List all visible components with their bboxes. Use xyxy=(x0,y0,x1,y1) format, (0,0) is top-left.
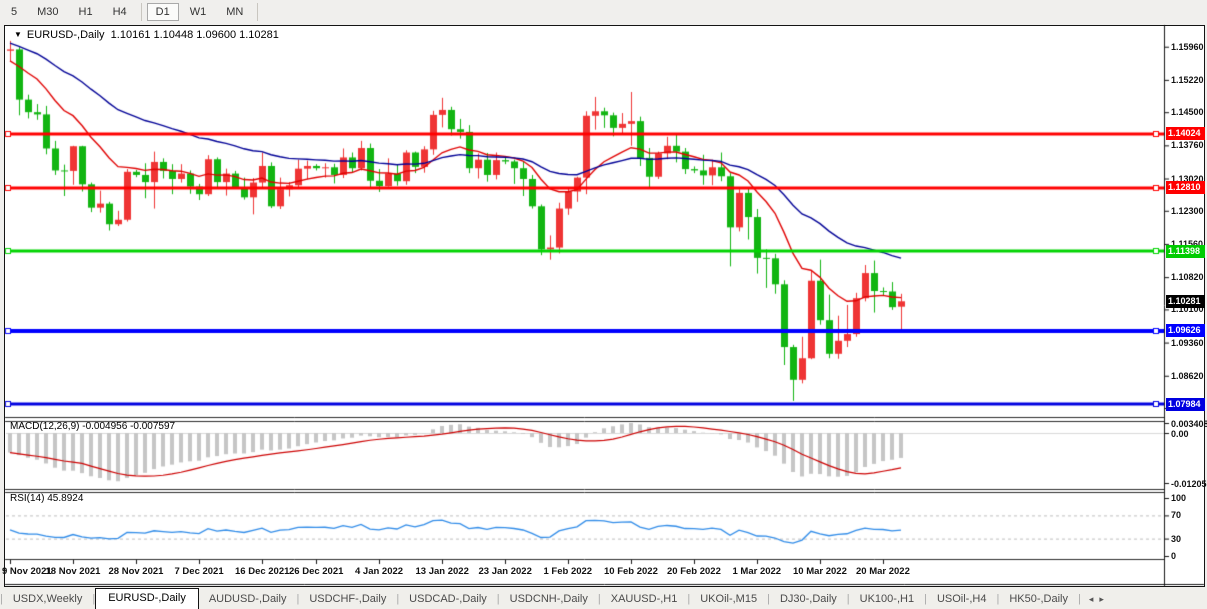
tab-separator: | xyxy=(92,593,96,605)
chart-tab-usdx-weekly[interactable]: USDX,Weekly xyxy=(12,593,83,605)
macd-axis-label: 0.003408 xyxy=(1171,419,1207,429)
price-axis-label: 1.10820 xyxy=(1171,272,1204,283)
rsi-indicator-label: RSI(14) 45.8924 xyxy=(10,493,84,504)
price-axis-label: 1.10100 xyxy=(1171,304,1204,315)
tab-separator: | xyxy=(396,593,400,605)
tab-scroll-arrows[interactable]: ◂▸ xyxy=(1083,590,1116,609)
price-axis-label: 1.12300 xyxy=(1171,205,1204,216)
tab-scroll-right-icon[interactable]: ▸ xyxy=(1099,594,1110,604)
tab-separator: | xyxy=(924,593,927,605)
date-axis-label: 1 Feb 2022 xyxy=(543,566,593,577)
price-axis-label: 1.09360 xyxy=(1171,337,1204,348)
tab-separator: | xyxy=(767,593,770,605)
date-axis-label: 9 Nov 2021 xyxy=(2,566,52,577)
collapse-triangle-icon[interactable]: ▼ xyxy=(14,30,22,39)
date-axis-label: 20 Feb 2022 xyxy=(667,566,721,577)
macd-axis-label: -0.01205 xyxy=(1171,479,1207,489)
date-axis-label: 4 Jan 2022 xyxy=(355,566,404,577)
date-axis-label: 18 Nov 2021 xyxy=(45,566,101,577)
line-price-badge: 1.07984 xyxy=(1166,397,1205,411)
date-axis-label: 16 Dec 2021 xyxy=(235,566,290,577)
chart-tab-bar: | USDX,Weekly | EURUSD-,Daily AUDUSD-,Daily |… xyxy=(0,587,1207,609)
tab-separator: | xyxy=(846,593,850,605)
price-axis-label: 1.14500 xyxy=(1171,107,1204,118)
rsi-axis-label: 0 xyxy=(1171,551,1177,561)
date-axis-label: 1 Mar 2022 xyxy=(732,566,782,577)
rsi-axis-label: 100 xyxy=(1171,493,1187,503)
chart-tab-uk100-h1[interactable]: UK100-,H1 xyxy=(859,593,915,605)
line-price-badge: 1.09626 xyxy=(1166,324,1205,338)
tab-separator: | xyxy=(687,593,691,605)
tab-separator: | xyxy=(597,593,601,605)
chart-symbol-label: EURUSD-,Daily xyxy=(26,29,105,41)
date-axis-label: 20 Mar 2022 xyxy=(856,566,910,577)
chart-tab-usdchf-daily[interactable]: USDCHF-,Daily xyxy=(309,593,387,605)
chart-tab-dj30-daily[interactable]: DJ30-,Daily xyxy=(779,593,837,605)
tab-separator: | xyxy=(1078,593,1081,605)
macd-axis-label: 0.00 xyxy=(1171,429,1189,439)
date-axis-label: 26 Dec 2021 xyxy=(289,566,344,577)
tab-scroll-left-icon[interactable]: ◂ xyxy=(1088,594,1100,604)
price-axis-label: 1.11560 xyxy=(1171,239,1203,249)
tab-separator: | xyxy=(0,593,3,605)
rsi-axis-label: 30 xyxy=(1171,533,1182,544)
price-axis-label: 1.15960 xyxy=(1171,41,1204,52)
date-axis-label: 23 Jan 2022 xyxy=(478,566,532,577)
date-axis-label: 28 Nov 2021 xyxy=(108,566,164,577)
price-axis-label: 1.13760 xyxy=(1171,140,1204,151)
date-axis-label: 10 Mar 2022 xyxy=(793,566,847,577)
chart-tab-ukoil-m15[interactable]: UKOil-,M15 xyxy=(700,593,758,605)
chart-tab-usdcnh-daily[interactable]: USDCNH-,Daily xyxy=(509,593,588,605)
chart-tab-audusd-daily[interactable]: AUDUSD-,Daily xyxy=(208,593,287,605)
line-price-badge: 1.14024 xyxy=(1166,127,1205,140)
tab-separator: | xyxy=(296,593,300,605)
chart-tab-usoil-h4[interactable]: USOil-,H4 xyxy=(936,593,987,605)
line-price-badge: 1.11398 xyxy=(1166,244,1205,258)
tab-separator: | xyxy=(996,593,1000,605)
chart-ohlc-values: 1.10161 1.10448 1.09600 1.10281 xyxy=(110,29,279,41)
price-axis-label: 1.08620 xyxy=(1171,370,1204,381)
date-axis-label: 10 Feb 2022 xyxy=(604,566,658,577)
price-axis-label: 1.13020 xyxy=(1171,173,1204,184)
line-price-badge: 1.12810 xyxy=(1166,181,1205,195)
date-axis-label: 7 Dec 2021 xyxy=(174,566,224,577)
price-axis-label: 1.15220 xyxy=(1171,74,1204,85)
current-price-badge: 1.10281 xyxy=(1166,294,1205,308)
tab-separator: | xyxy=(496,593,500,605)
rsi-axis-label: 70 xyxy=(1171,510,1182,521)
chart-tab-usdcad-daily[interactable]: USDCAD-,Daily xyxy=(409,593,487,605)
date-axis-label: 13 Jan 2022 xyxy=(415,566,469,577)
chart-title: ▼ EURUSD-,Daily 1.10161 1.10448 1.09600 1… xyxy=(14,29,279,41)
chart-tab-eurusd-daily[interactable]: EURUSD-,Daily xyxy=(95,588,199,609)
chart-tab-hk50-daily[interactable]: HK50-,Daily xyxy=(1009,593,1068,605)
macd-indicator-label: MACD(12,26,9) -0.004956 -0.007597 xyxy=(10,421,176,432)
chart-tab-xauusd-h1[interactable]: XAUUSD-,H1 xyxy=(610,593,678,605)
